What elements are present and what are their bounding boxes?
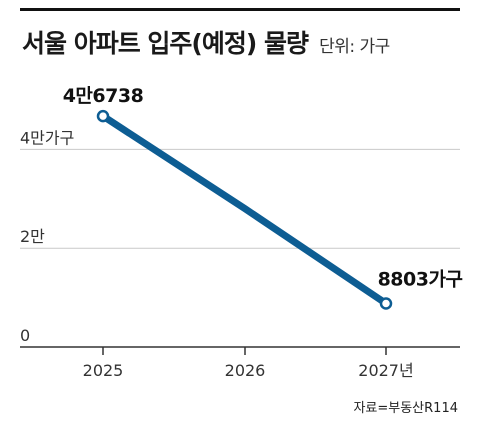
data-point-2 (379, 297, 393, 310)
unit-label: 단위: 가구 (319, 37, 390, 57)
y-tick-label-2: 4만가구 (20, 128, 74, 147)
source-note: 자료=부동산R114 (353, 401, 458, 416)
x-tick-label-2: 2027년 (358, 361, 413, 380)
data-point-0 (96, 109, 110, 123)
y-tick-label-1: 2만 (20, 227, 45, 246)
top-rule (20, 8, 460, 11)
data-label-2: 8803가구 (378, 269, 463, 291)
data-label-0: 4만6738 (63, 85, 144, 107)
y-tick-label-0: 0 (20, 326, 30, 345)
x-tick-label-1: 2026 (225, 361, 266, 380)
series-line (99, 112, 390, 308)
x-tick-label-0: 2025 (83, 361, 124, 380)
chart-title: 서울 아파트 입주(예정) 물량 (22, 29, 309, 58)
chart-header: 서울 아파트 입주(예정) 물량 단위: 가구 (22, 24, 390, 60)
